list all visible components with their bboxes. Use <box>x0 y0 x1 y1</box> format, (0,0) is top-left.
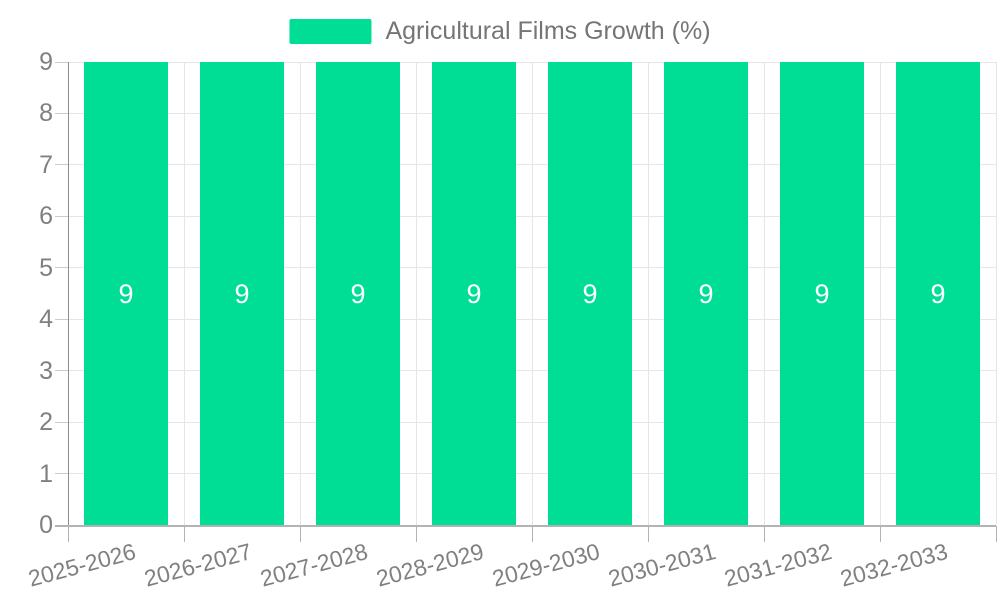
y-axis-tick <box>55 370 68 372</box>
gridline-vertical <box>763 62 765 525</box>
y-axis-tick <box>55 164 68 166</box>
bar-value-label: 9 <box>930 278 946 309</box>
y-axis-tick-label: 8 <box>39 99 53 128</box>
bar-value-label: 9 <box>698 278 714 309</box>
gridline-vertical <box>995 62 997 525</box>
bar-2032-2033[interactable]: 9 <box>896 62 980 525</box>
y-axis-tick <box>55 267 68 269</box>
x-axis-tick <box>763 526 765 542</box>
x-axis-tick <box>183 526 185 542</box>
bar-2025-2026[interactable]: 9 <box>84 62 168 525</box>
bar-value-label: 9 <box>582 278 598 309</box>
x-axis-tick-label: 2031-2032 <box>721 538 835 592</box>
bar-2026-2027[interactable]: 9 <box>200 62 284 525</box>
y-axis-tick-label: 7 <box>39 150 53 179</box>
x-axis-tick <box>647 526 649 542</box>
y-axis-tick-label: 3 <box>39 356 53 385</box>
bar-value-label: 9 <box>350 278 366 309</box>
plot-area: 9 9 9 9 9 9 9 9 <box>68 61 997 525</box>
y-axis-line <box>68 62 69 525</box>
bar-2029-2030[interactable]: 9 <box>548 62 632 525</box>
x-axis-tick-label: 2029-2030 <box>489 538 603 592</box>
gridline-vertical <box>299 62 301 525</box>
bar-2030-2031[interactable]: 9 <box>664 62 748 525</box>
bar-value-label: 9 <box>118 278 134 309</box>
x-axis-tick <box>415 526 417 542</box>
y-axis-tick-label: 4 <box>39 305 53 334</box>
bar-value-label: 9 <box>234 278 250 309</box>
x-axis-tick-label: 2032-2033 <box>837 538 951 592</box>
x-axis-tick-label: 2026-2027 <box>141 538 255 592</box>
y-axis-tick <box>55 318 68 320</box>
x-axis-tick <box>299 526 301 542</box>
y-axis-tick <box>55 473 68 475</box>
y-axis-tick-label: 5 <box>39 253 53 282</box>
y-axis-tick <box>55 112 68 114</box>
x-axis-tick <box>531 526 533 542</box>
y-axis-tick-label: 0 <box>39 511 53 539</box>
y-axis-tick <box>55 421 68 423</box>
x-axis-tick-label: 2030-2031 <box>605 538 719 592</box>
y-axis-tick-label: 9 <box>39 48 53 76</box>
bar-2031-2032[interactable]: 9 <box>780 62 864 525</box>
gridline-vertical <box>415 62 417 525</box>
x-axis-tick <box>879 526 881 542</box>
bar-value-label: 9 <box>466 278 482 309</box>
x-axis-tick <box>995 526 997 542</box>
y-axis-tick-label: 2 <box>39 408 53 437</box>
gridline-vertical <box>879 62 881 525</box>
x-axis-tick <box>67 526 69 542</box>
x-axis-tick-label: 2025-2026 <box>25 538 139 592</box>
gridline-vertical <box>183 62 185 525</box>
bar-2027-2028[interactable]: 9 <box>316 62 400 525</box>
legend-label: Agricultural Films Growth (%) <box>385 17 711 45</box>
legend-swatch-icon <box>289 19 372 44</box>
y-axis-tick <box>55 61 68 63</box>
x-axis-tick-label: 2028-2029 <box>373 538 487 592</box>
bar-2028-2029[interactable]: 9 <box>432 62 516 525</box>
y-axis-tick-label: 6 <box>39 202 53 231</box>
legend-item[interactable]: Agricultural Films Growth (%) <box>289 17 711 46</box>
y-axis-tick <box>55 215 68 217</box>
bar-value-label: 9 <box>814 278 830 309</box>
gridline-vertical <box>531 62 533 525</box>
x-axis-line <box>55 525 996 527</box>
x-axis-tick-label: 2027-2028 <box>257 538 371 592</box>
y-axis-tick-label: 1 <box>39 459 53 488</box>
gridline-vertical <box>647 62 649 525</box>
